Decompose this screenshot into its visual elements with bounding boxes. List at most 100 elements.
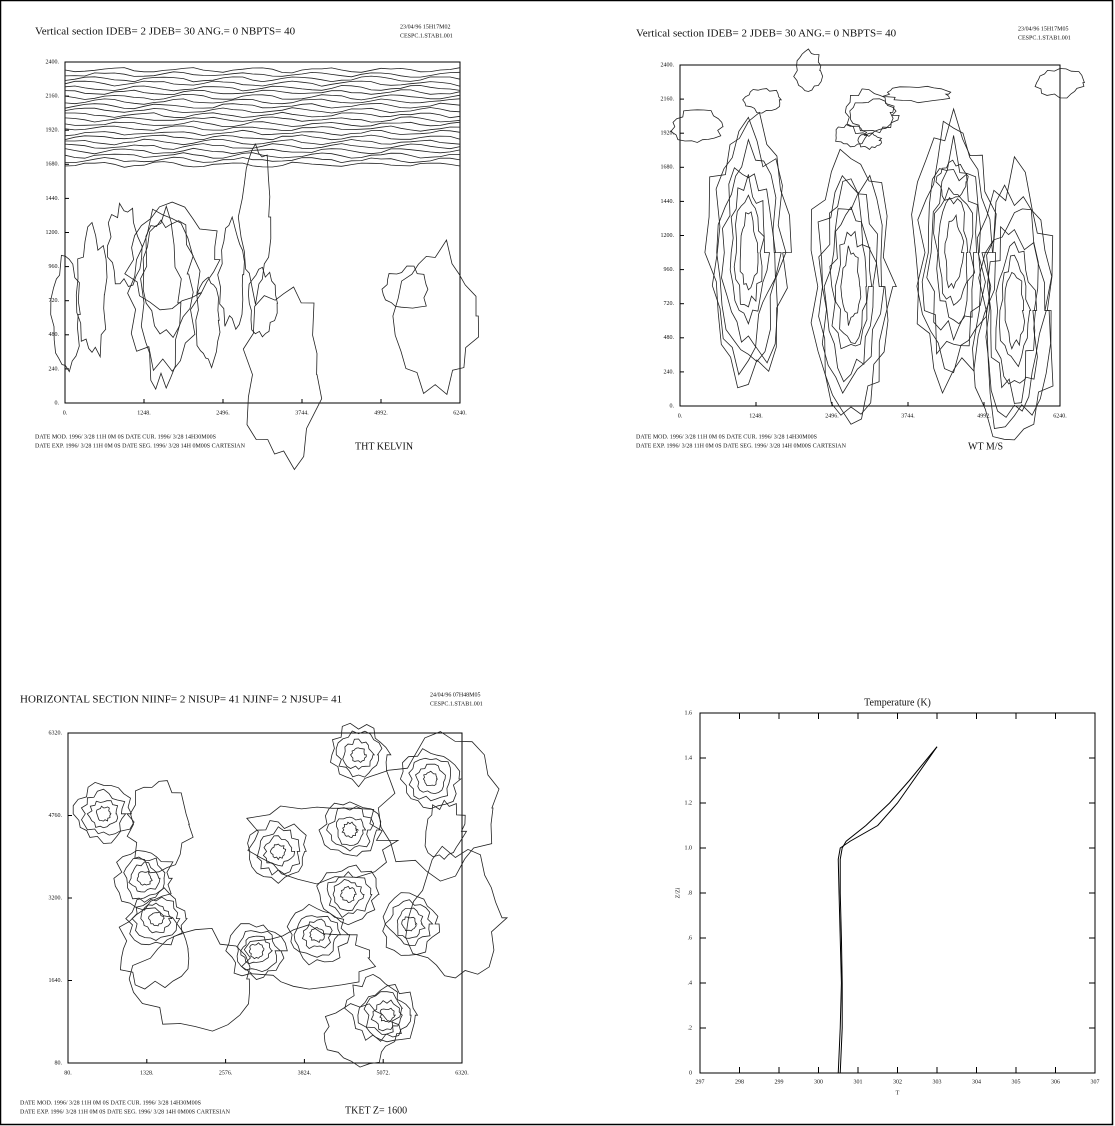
panel-variable: THT KELVIN bbox=[355, 441, 413, 452]
y-tick-label: 2160. bbox=[661, 96, 675, 102]
contour-line bbox=[50, 254, 81, 373]
contour-line bbox=[810, 148, 897, 425]
panel-date: 23/04/96 15H17M02 bbox=[400, 24, 451, 30]
contour-line bbox=[64, 129, 461, 137]
contour-line bbox=[392, 238, 480, 396]
contour-line bbox=[834, 230, 868, 345]
y-axis-label: Z/Zi bbox=[675, 887, 681, 898]
contour-line bbox=[422, 770, 439, 787]
x-tick-label: 306 bbox=[1051, 1079, 1060, 1085]
y-tick-label: 240. bbox=[664, 369, 675, 375]
x-tick-label: 0. bbox=[63, 410, 68, 416]
y-tick-label: 720. bbox=[49, 298, 60, 304]
x-tick-label: 1328. bbox=[140, 1070, 154, 1076]
contour-line bbox=[382, 892, 441, 956]
contour-line bbox=[1004, 271, 1026, 350]
contour-line bbox=[140, 902, 173, 934]
x-axis-label: T bbox=[896, 1090, 900, 1096]
contour-line bbox=[316, 864, 380, 926]
contour-line bbox=[829, 206, 873, 350]
contour-line bbox=[995, 241, 1038, 385]
contour-line bbox=[301, 918, 333, 949]
x-tick-label: 297 bbox=[696, 1079, 705, 1085]
panel-header: Vertical section IDEB= 2 JDEB= 30 ANG.= … bbox=[35, 26, 296, 38]
contour-line bbox=[286, 903, 351, 966]
x-tick-label: 304 bbox=[972, 1079, 981, 1085]
panel-footer: DATE EXP. 1996/ 3/28 11H 0M 0S DATE SEG.… bbox=[35, 443, 246, 449]
y-tick-label: 240. bbox=[49, 366, 60, 372]
contour-line bbox=[323, 1003, 402, 1068]
x-tick-label: 0. bbox=[678, 413, 683, 419]
y-tick-label: 960. bbox=[49, 264, 60, 270]
contour-line bbox=[247, 266, 279, 338]
chart-title: Temperature (K) bbox=[864, 697, 931, 708]
contour-line bbox=[721, 167, 776, 348]
contour-line bbox=[64, 85, 461, 92]
contour-line bbox=[318, 801, 382, 857]
panel-footer: DATE MOD. 1996/ 3/28 11H 0M 0S DATE CUR.… bbox=[636, 434, 817, 440]
contour-line bbox=[64, 71, 461, 78]
contour-line bbox=[926, 169, 978, 342]
panel-variable: WT M/S bbox=[968, 441, 1003, 452]
contour-line bbox=[332, 879, 365, 912]
x-tick-label: 3824. bbox=[298, 1070, 312, 1076]
x-tick-label: 1248. bbox=[749, 413, 763, 419]
x-tick-label: 4992. bbox=[374, 410, 388, 416]
contour-line bbox=[113, 849, 174, 911]
panel-header: HORIZONTAL SECTION NIINF= 2 NISUP= 41 NJ… bbox=[20, 694, 342, 706]
contour-line bbox=[401, 916, 418, 932]
y-tick-label: 2400. bbox=[46, 59, 60, 65]
contour-line bbox=[262, 835, 296, 867]
y-tick-label: 3200. bbox=[49, 895, 63, 901]
contour-line bbox=[293, 915, 342, 958]
contour-line bbox=[844, 88, 895, 137]
contour-line bbox=[916, 120, 993, 374]
contour-line bbox=[849, 98, 900, 134]
contour-line bbox=[64, 161, 461, 168]
y-tick-label: 80. bbox=[55, 1060, 63, 1066]
line-panel: Temperature (K) T Z/Zi 297 298 299 300 301 302 30… bbox=[675, 697, 1099, 1096]
y-tick-label: 480. bbox=[664, 335, 675, 341]
x-tick-label: 6240. bbox=[453, 410, 467, 416]
x-tick-label: 300 bbox=[814, 1079, 823, 1085]
contour-line bbox=[733, 194, 765, 308]
contour-line bbox=[142, 204, 194, 339]
y-tick-label: 960. bbox=[664, 267, 675, 273]
y-tick-label: 1920. bbox=[661, 131, 675, 137]
panel-run: CESPC.1.STAB1.001 bbox=[430, 701, 483, 707]
y-tick-label: 2160. bbox=[46, 93, 60, 99]
contour-line bbox=[247, 820, 307, 884]
contour-line bbox=[195, 276, 221, 369]
y-tick-label: 1.2 bbox=[685, 800, 693, 806]
contour-line bbox=[818, 178, 885, 394]
contour-line bbox=[937, 196, 969, 306]
contour-line bbox=[399, 748, 462, 810]
contour-line bbox=[729, 174, 770, 325]
contour-line bbox=[911, 107, 997, 395]
x-tick-label: 3744. bbox=[901, 413, 915, 419]
contour-line bbox=[384, 899, 434, 946]
panel-date: 23/04/96 15H17M05 bbox=[1018, 26, 1069, 32]
contour-line bbox=[835, 124, 868, 148]
panel-date: 24/04/96 07H48M05 bbox=[430, 692, 481, 698]
y-tick-label: 1920. bbox=[46, 128, 60, 134]
contour-line bbox=[64, 107, 461, 114]
contour-line bbox=[415, 763, 446, 795]
contour-panel: HORIZONTAL SECTION NIINF= 2 NISUP= 41 NJ… bbox=[20, 692, 509, 1116]
y-tick-label: 1.6 bbox=[685, 710, 693, 716]
contour-line bbox=[128, 927, 251, 1032]
x-tick-label: 2496. bbox=[216, 410, 230, 416]
contour-line bbox=[670, 109, 724, 143]
y-tick-label: 4760. bbox=[49, 813, 63, 819]
contour-line bbox=[985, 208, 1047, 418]
y-tick-label: 0 bbox=[689, 1070, 692, 1076]
contour-line bbox=[241, 924, 377, 990]
contour-line bbox=[823, 191, 877, 383]
contour-line bbox=[340, 885, 357, 903]
contour-line bbox=[64, 134, 461, 141]
contour-line bbox=[65, 138, 461, 146]
contour-line bbox=[225, 923, 288, 980]
y-tick-label: .4 bbox=[688, 980, 693, 986]
contour-line bbox=[921, 135, 986, 355]
